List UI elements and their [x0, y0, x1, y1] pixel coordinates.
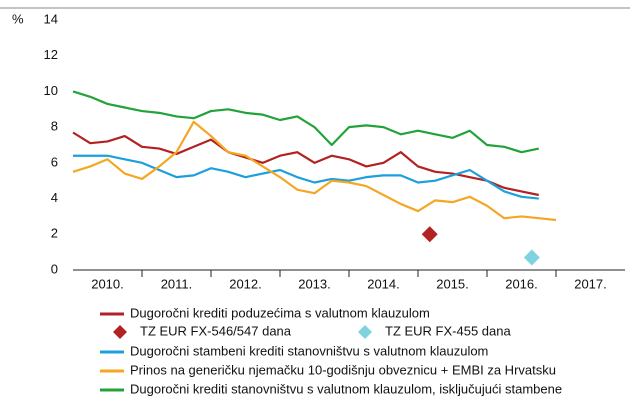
legend-label: TZ EUR FX-455 dana	[385, 323, 511, 338]
legend-label: TZ EUR FX-546/547 dana	[140, 323, 292, 338]
y-tick-label: 0	[51, 261, 58, 276]
x-tick-label: 2017.	[574, 276, 607, 291]
x-tick-label: 2015.	[436, 276, 469, 291]
point-marker	[523, 249, 540, 266]
series-line	[72, 131, 539, 197]
y-tick-label: 12	[44, 47, 58, 62]
y-tick-label: 4	[51, 190, 58, 205]
legend-label: Prinos na generičku njemačku 10-godišnju…	[130, 362, 556, 377]
x-tick-label: 2011.	[161, 276, 193, 291]
y-tick-label: 6	[51, 154, 58, 169]
point-marker	[421, 226, 438, 243]
y-tick-label: 2	[51, 226, 58, 241]
series-line	[72, 90, 539, 154]
x-tick-label: 2014.	[367, 276, 400, 291]
series-line	[73, 154, 539, 200]
legend-swatch	[358, 325, 372, 339]
x-tick-label: 2012.	[229, 276, 262, 291]
y-unit: %	[12, 11, 24, 26]
y-tick-label: 14	[44, 11, 58, 26]
legend-swatch	[113, 325, 127, 339]
legend-label: Dugoročni krediti stanovništvu s valutno…	[130, 381, 562, 396]
legend-label: Dugoročni stambeni krediti stanovništvu …	[130, 343, 488, 358]
x-tick-label: 2013.	[298, 276, 331, 291]
series-line	[72, 120, 557, 222]
y-tick-label: 10	[44, 83, 58, 98]
x-tick-label: 2010.	[91, 276, 124, 291]
x-tick-label: 2016.	[505, 276, 538, 291]
y-tick-label: 8	[51, 119, 58, 134]
legend-label: Dugoročni krediti poduzećima s valutnom …	[130, 305, 430, 320]
